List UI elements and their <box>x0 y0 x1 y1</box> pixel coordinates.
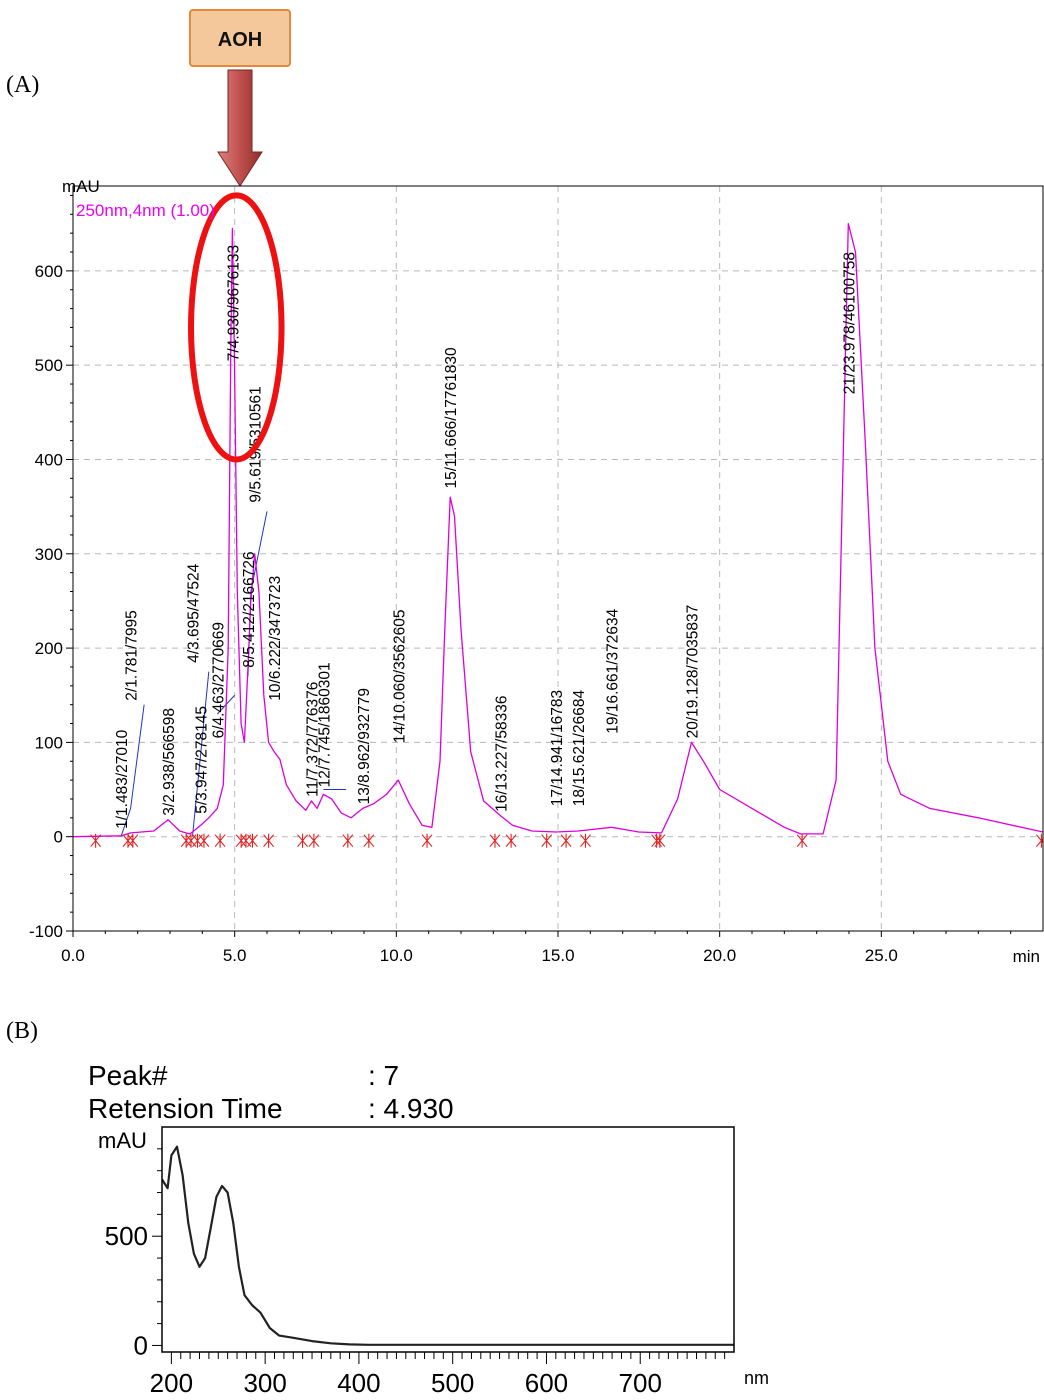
plot-frame <box>72 185 1044 932</box>
peak-marker <box>560 833 572 848</box>
channel-label: 250nm,4nm (1.00) <box>76 201 215 220</box>
info-value-retention: : 4.930 <box>368 1093 454 1124</box>
chromatogram-trace <box>73 223 1043 838</box>
plot-area <box>73 223 1043 848</box>
peak-label: 17/14.941/16783 <box>549 690 566 806</box>
peak-marker <box>263 833 275 848</box>
peak-marker <box>505 833 517 848</box>
peak-label: 7/4.930/9676133 <box>225 245 242 361</box>
peak-marker <box>342 833 354 848</box>
callout-text: AOH <box>218 29 262 51</box>
peak-label: 2/1.781/7995 <box>124 610 141 701</box>
peak-marker <box>180 833 192 848</box>
peak-label: 13/8.962/932779 <box>356 688 373 804</box>
y-tick-label: 0 <box>54 828 63 847</box>
peak-marker <box>198 833 210 848</box>
spectrum-x-tick-label: 700 <box>619 1368 662 1398</box>
peak-marker <box>363 833 375 848</box>
integration-baseline <box>120 704 145 837</box>
callout-box <box>189 9 291 67</box>
x-tick-label: 10.0 <box>380 946 413 965</box>
spectrum-trace <box>162 1145 734 1346</box>
spectrum-y-tick-label: 0 <box>134 1330 148 1360</box>
peak-label: 6/4.463/2770669 <box>210 622 227 738</box>
spectrum-x-unit: nm <box>744 1368 769 1388</box>
x-tick-label: 25.0 <box>865 946 898 965</box>
x-unit-label: min <box>1013 947 1040 966</box>
peak-label: 3/2.938/566598 <box>161 708 178 816</box>
peak-info: Peak# : 7 Retension Time : 4.930 <box>88 1060 454 1124</box>
peak-labels: 1/1.483/27010 2/1.781/7995 3/2.938/566598 4… <box>114 192 858 829</box>
peak-marker <box>240 833 252 848</box>
y-tick-label: 500 <box>35 356 63 375</box>
peak-label: 10/6.222/3473723 <box>267 576 284 701</box>
grid <box>73 186 1043 932</box>
down-arrow-icon <box>217 69 263 187</box>
peak-marker <box>214 833 226 848</box>
peak-label: 5/3.947/278145 <box>194 706 211 814</box>
peak-marker <box>308 833 320 848</box>
peak-label: 16/13.227/58336 <box>494 696 511 812</box>
peak-marker <box>489 833 501 848</box>
peak-marker <box>541 833 553 848</box>
x-tick-label: 20.0 <box>703 946 736 965</box>
panel-b-label: (B) <box>6 1018 38 1044</box>
spectrum-x-tick-label: 400 <box>337 1368 380 1398</box>
panel-a-label: (A) <box>6 72 39 98</box>
uv-spectrum: mAU nm 200 300 400 500 600 700 0 500 <box>98 1126 769 1398</box>
y-tick-label: 200 <box>35 639 63 658</box>
peak-marker <box>1035 833 1043 848</box>
peak-label: 15/11.666/17761830 <box>443 347 460 488</box>
spectrum-x-tick-label: 200 <box>150 1368 193 1398</box>
peak-marker <box>127 833 139 848</box>
peak-label: 20/19.128/7035837 <box>685 605 702 739</box>
peak-marker <box>247 833 258 848</box>
peak-label: 12/7.745/1860301 <box>316 662 333 787</box>
spectrum-x-tick-label: 500 <box>431 1368 474 1398</box>
spectrum-frame <box>161 1126 735 1353</box>
peak-label: 4/3.695/47524 <box>186 563 203 663</box>
peak-label: 21/23.978/46100758 <box>841 252 858 394</box>
axis-ticks: 0.0 5.0 10.0 15.0 20.0 25.0 -100 0 100 200 300 400 5… <box>29 194 1012 965</box>
y-tick-label: 300 <box>35 545 63 564</box>
spectrum-x-tick-label: 300 <box>243 1368 286 1398</box>
y-tick-label: -100 <box>29 922 63 941</box>
peak-marker <box>192 833 203 848</box>
peak-marker <box>421 833 433 848</box>
info-key-peak: Peak# <box>88 1060 168 1091</box>
spectrum-y-unit: mAU <box>98 1128 147 1153</box>
info-key-retention: Retension Time <box>88 1093 283 1124</box>
x-tick-label: 5.0 <box>223 946 247 965</box>
peak-label: 8/5.412/2166726 <box>241 551 258 667</box>
peak-label: 18/15.621/26684 <box>571 690 588 807</box>
y-tick-label: 100 <box>35 733 63 752</box>
info-value-peak: : 7 <box>368 1060 399 1091</box>
spectrum-axis-ticks: 200 300 400 500 600 700 0 500 <box>105 1148 726 1398</box>
peak-marker <box>297 833 308 848</box>
spectrum-plot-area <box>162 1145 734 1346</box>
x-tick-label: 15.0 <box>541 946 574 965</box>
peak-marker <box>654 833 666 848</box>
peak-marker <box>580 833 591 848</box>
peak-label: 11/7.372/776376 <box>304 682 321 797</box>
aoh-callout: AOH <box>189 9 291 187</box>
spectrum-y-tick-label: 500 <box>105 1221 148 1251</box>
highlight-ellipse <box>188 192 285 463</box>
peak-marker <box>90 833 102 848</box>
y-tick-label: 600 <box>35 262 63 281</box>
peak-label: 1/1.483/27010 <box>114 729 131 829</box>
x-tick-label: 0.0 <box>61 946 85 965</box>
peak-marker <box>235 833 247 848</box>
peak-marker <box>185 833 197 848</box>
peak-label: 14/10.060/3562605 <box>391 609 408 743</box>
spectrum-x-tick-label: 600 <box>525 1368 568 1398</box>
integration-baseline <box>191 671 210 837</box>
chromatogram: mAU min 0.0 5.0 10.0 15.0 20.0 25.0-100010020… <box>29 177 1044 966</box>
peak-marker <box>122 833 134 848</box>
peak-label: 19/16.661/372634 <box>605 608 622 733</box>
y-tick-label: 400 <box>35 450 63 469</box>
peak-marker <box>796 833 808 848</box>
